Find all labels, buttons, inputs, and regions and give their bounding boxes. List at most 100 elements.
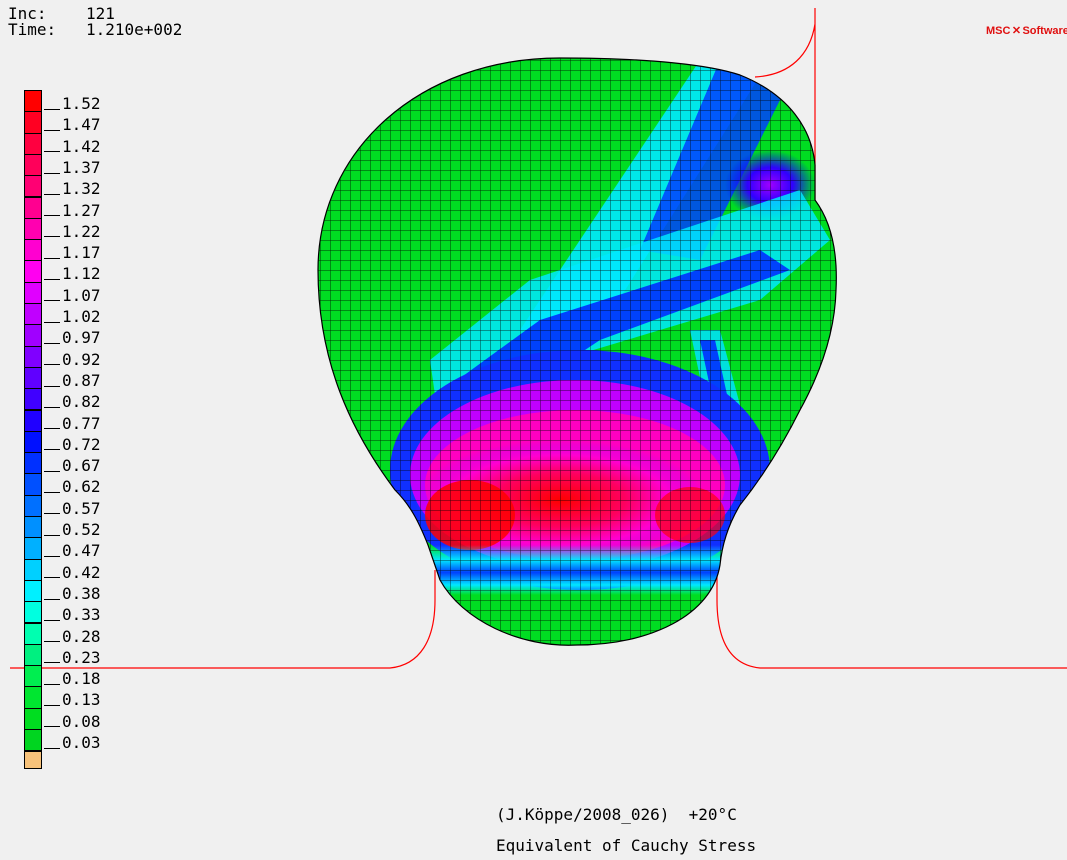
legend-label: 0.67: [62, 456, 101, 476]
time-label: Time:: [8, 20, 57, 39]
legend-label: 0.47: [62, 541, 101, 561]
legend-swatch: [24, 558, 42, 581]
footer-run-info: (J.Köppe/2008_026) +20°C: [496, 805, 737, 824]
legend-label: 0.82: [62, 392, 101, 412]
legend-label: 1.07: [62, 285, 101, 305]
legend-tick: [44, 108, 60, 110]
msc-software-logo: MSC✕Software: [986, 25, 1067, 37]
legend-label: 0.42: [62, 562, 101, 582]
legend-tick: [44, 492, 60, 494]
inc-label: Inc:: [8, 4, 47, 23]
legend-swatch: [24, 196, 42, 219]
legend-label: 0.03: [62, 733, 101, 752]
legend-swatch: [24, 132, 42, 155]
legend-tick: [44, 172, 60, 174]
legend-tick: [44, 193, 60, 195]
legend-label: 0.13: [62, 690, 101, 710]
legend-tick: [44, 279, 60, 281]
tool-contour-bottom-right: [716, 570, 1067, 669]
legend-label: 0.38: [62, 583, 101, 603]
legend-swatch: [24, 239, 42, 262]
legend-swatch: [24, 665, 42, 688]
increment-readout: Inc: 121: [8, 6, 115, 22]
legend-tick: [44, 300, 60, 302]
legend-swatch: [24, 601, 42, 624]
legend-tick: [44, 513, 60, 515]
legend-label: 0.97: [62, 328, 101, 348]
legend-label: 0.52: [62, 520, 101, 539]
legend-label: 1.27: [62, 200, 101, 220]
legend-tick: [44, 321, 60, 323]
legend-tick: [44, 342, 60, 344]
legend-swatch: [24, 686, 42, 709]
legend-tick: [44, 428, 60, 430]
legend-swatch: [24, 303, 42, 326]
legend-label: 1.17: [62, 243, 101, 263]
legend-tick: [44, 534, 60, 536]
legend-label: 0.62: [62, 477, 101, 497]
legend-label: 1.52: [62, 94, 101, 113]
legend-swatch: [24, 388, 42, 411]
legend-swatch: [24, 281, 42, 304]
body-outline: [317, 57, 837, 646]
legend-tick: [44, 683, 60, 685]
legend-tick: [44, 662, 60, 664]
legend-label: 0.57: [62, 498, 101, 518]
legend-tick: [44, 449, 60, 451]
legend-tick: [44, 641, 60, 643]
legend-label: 0.23: [62, 647, 101, 667]
legend-swatch: [24, 516, 42, 539]
legend-tick: [44, 619, 60, 621]
legend-swatch: [24, 217, 42, 241]
logo-swoosh-icon: ✕: [1011, 25, 1022, 37]
legend-tick: [44, 129, 60, 131]
legend-swatch: [24, 643, 42, 667]
legend-tick: [44, 726, 60, 728]
legend-swatch: [24, 409, 42, 432]
legend-swatch: [24, 452, 42, 475]
legend-label: 0.18: [62, 669, 101, 689]
legend-swatch: [24, 622, 42, 645]
legend-tick: [44, 151, 60, 153]
time-value: 1.210e+002: [86, 20, 183, 39]
legend-swatch: [24, 324, 42, 347]
legend-tick: [44, 555, 60, 557]
stress-field: [318, 58, 837, 646]
legend-label: 1.12: [62, 264, 101, 284]
legend-swatch: [24, 111, 42, 134]
legend-label: 1.42: [62, 136, 101, 156]
legend-label: 1.22: [62, 221, 101, 241]
inc-value: 121: [86, 4, 115, 23]
legend-swatch: [24, 494, 42, 517]
legend-swatch: [24, 345, 42, 368]
legend-label: 0.28: [62, 626, 101, 646]
legend-below-range-swatch: [24, 751, 42, 770]
tool-contour-bottom-left: [10, 570, 436, 669]
legend-swatch: [24, 707, 42, 730]
footer-quantity-title: Equivalent of Cauchy Stress: [496, 836, 757, 855]
legend-swatch: [24, 729, 42, 752]
legend-tick: [44, 215, 60, 217]
legend-swatch: [24, 260, 42, 283]
legend-label: 0.33: [62, 605, 101, 625]
legend-label: 0.87: [62, 370, 101, 390]
legend-label: 1.02: [62, 307, 101, 326]
legend-swatch: [24, 175, 42, 198]
legend-label: 0.08: [62, 711, 101, 731]
legend-tick: [44, 705, 60, 707]
legend-tick: [44, 364, 60, 366]
legend-swatch: [24, 366, 42, 390]
legend-label: 0.72: [62, 434, 101, 454]
time-readout: Time: 1.210e+002: [8, 22, 182, 38]
legend-tick: [44, 470, 60, 472]
legend-tick: [44, 385, 60, 387]
legend-label: 0.92: [62, 349, 101, 369]
legend-label: 0.77: [62, 413, 101, 433]
legend-swatch: [24, 90, 42, 113]
legend-tick: [44, 747, 60, 749]
legend-label: 1.47: [62, 115, 101, 135]
legend-swatch: [24, 153, 42, 177]
legend-tick: [44, 406, 60, 408]
legend-label: 1.32: [62, 179, 101, 199]
